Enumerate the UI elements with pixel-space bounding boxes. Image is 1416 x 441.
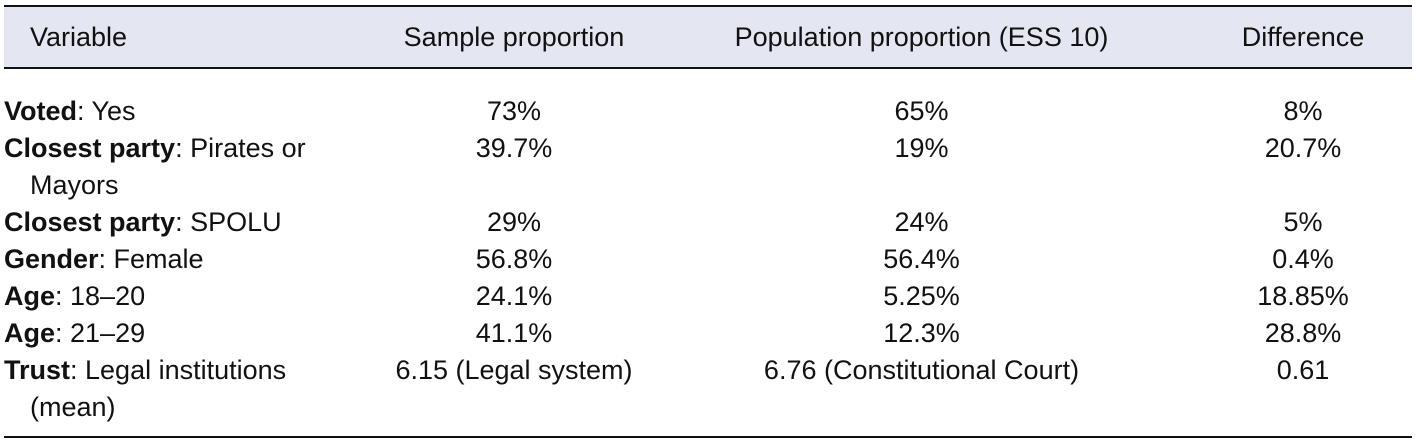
- cell-population: 65%: [894, 95, 949, 126]
- cell-sample: 56.8%: [475, 243, 553, 274]
- table-row: Trust: Legal institutions (mean) 6.15 (L…: [4, 352, 1412, 426]
- table-row: Age: 18–20 24.1% 5.25% 18.85%: [4, 278, 1412, 315]
- table-body: Voted: Yes 73% 65% 8% Closest party: Pir…: [4, 69, 1412, 436]
- cell-population: 19%: [894, 132, 949, 163]
- table-bottom-rule: [4, 435, 1412, 438]
- variable-name: Trust: [4, 354, 71, 385]
- variable-name: Closest party: [4, 206, 176, 237]
- table-header: Variable Sample proportion Population pr…: [4, 7, 1412, 67]
- cell-difference: 5%: [1283, 206, 1323, 237]
- cell-difference: 0.61: [1276, 354, 1330, 385]
- cell-difference: 0.4%: [1272, 243, 1334, 274]
- variable-value: : 21–29: [55, 317, 146, 348]
- cell-variable: Closest party: Pirates or Mayors: [0, 130, 369, 204]
- table-row: Closest party: Pirates or Mayors 39.7% 1…: [4, 130, 1412, 204]
- cell-sample: 29%: [486, 206, 542, 237]
- cell-variable: Closest party: SPOLU: [0, 204, 369, 241]
- variable-value: : SPOLU: [175, 206, 282, 237]
- variable-name: Age: [4, 280, 56, 311]
- table-top-rule: [4, 5, 1412, 7]
- cell-sample: 24.1%: [475, 280, 553, 311]
- table-row: Age: 21–29 41.1% 12.3% 28.8%: [4, 315, 1412, 352]
- variable-name: Voted: [4, 95, 77, 126]
- table-row: Gender: Female 56.8% 56.4% 0.4%: [4, 241, 1412, 278]
- cell-variable: Age: 21–29: [0, 315, 369, 352]
- table-row: Voted: Yes 73% 65% 8%: [4, 93, 1412, 130]
- cell-population: 5.25%: [883, 280, 960, 311]
- cell-difference: 20.7%: [1264, 132, 1342, 163]
- cell-difference: 8%: [1283, 95, 1323, 126]
- variable-name: Closest party: [4, 132, 176, 163]
- variable-value: : Yes: [77, 95, 136, 126]
- variable-value: : Pirates or Mayors: [30, 132, 306, 200]
- cell-difference: 18.85%: [1257, 280, 1349, 311]
- header-variable: Variable: [30, 21, 128, 52]
- variable-name: Gender: [4, 243, 99, 274]
- cell-difference: 28.8%: [1264, 317, 1342, 348]
- variable-name: Age: [4, 317, 56, 348]
- cell-sample: 73%: [486, 95, 542, 126]
- header-sample-proportion: Sample proportion: [403, 21, 625, 52]
- cell-variable: Age: 18–20: [0, 278, 369, 315]
- cell-variable: Voted: Yes: [0, 93, 369, 130]
- variable-value: : Legal institutions (mean): [30, 354, 287, 422]
- variable-value: : 18–20: [55, 280, 146, 311]
- cell-variable: Gender: Female: [0, 241, 369, 278]
- comparison-table: Variable Sample proportion Population pr…: [4, 5, 1412, 438]
- cell-sample: 39.7%: [475, 132, 553, 163]
- cell-population: 12.3%: [883, 317, 960, 348]
- cell-population: 56.4%: [883, 243, 960, 274]
- table-row: Closest party: SPOLU 29% 24% 5%: [4, 204, 1412, 241]
- cell-variable: Trust: Legal institutions (mean): [0, 352, 369, 426]
- cell-sample: 6.15 (Legal system): [395, 354, 633, 385]
- cell-population: 6.76 (Constitutional Court): [763, 354, 1080, 385]
- header-difference: Difference: [1241, 21, 1365, 52]
- cell-sample: 41.1%: [475, 317, 553, 348]
- variable-value: : Female: [98, 243, 204, 274]
- cell-population: 24%: [894, 206, 949, 237]
- header-population-proportion: Population proportion (ESS 10): [734, 21, 1109, 52]
- table-header-rule: [4, 67, 1412, 69]
